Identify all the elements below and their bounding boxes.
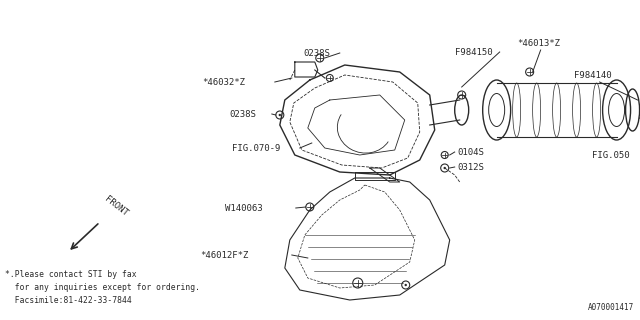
Text: *46032*Z: *46032*Z xyxy=(202,77,245,86)
Text: A070001417: A070001417 xyxy=(588,303,635,312)
Text: 0238S: 0238S xyxy=(230,109,257,118)
Circle shape xyxy=(444,167,446,169)
Text: FIG.050: FIG.050 xyxy=(591,150,629,159)
Text: F984140: F984140 xyxy=(573,70,611,79)
Text: 0104S: 0104S xyxy=(458,148,484,156)
Text: 0312S: 0312S xyxy=(458,163,484,172)
Text: FRONT: FRONT xyxy=(103,194,130,218)
Text: *46012F*Z: *46012F*Z xyxy=(200,251,248,260)
Text: FIG.070-9: FIG.070-9 xyxy=(232,143,280,153)
Text: W140063: W140063 xyxy=(225,204,262,212)
Text: for any inquiries except for ordering.: for any inquiries except for ordering. xyxy=(5,283,200,292)
Circle shape xyxy=(404,284,407,286)
Text: Facsimile:81-422-33-7844: Facsimile:81-422-33-7844 xyxy=(5,296,132,305)
Text: 0238S: 0238S xyxy=(304,49,331,58)
Text: F984150: F984150 xyxy=(454,47,492,57)
Text: *46013*Z: *46013*Z xyxy=(518,38,561,47)
Text: *.Please contact STI by fax: *.Please contact STI by fax xyxy=(5,270,136,279)
Circle shape xyxy=(278,114,281,116)
